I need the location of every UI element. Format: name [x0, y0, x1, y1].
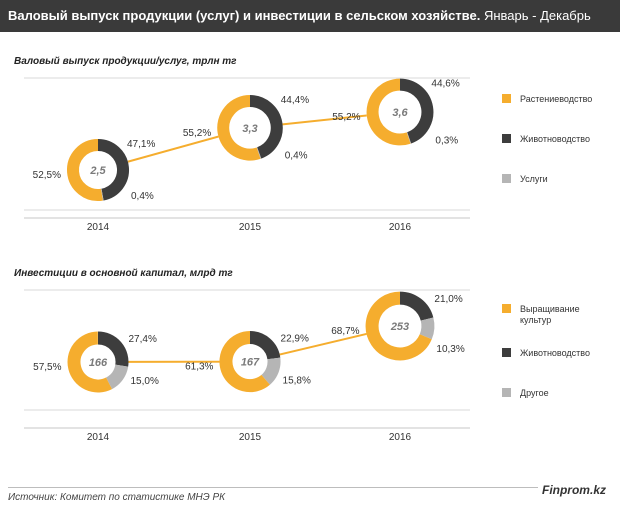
- donut-slice: [365, 291, 432, 361]
- data-label: 0,4%: [285, 151, 308, 162]
- legend-label: Растениеводство: [520, 94, 592, 104]
- page-title-main: Валовый выпуск продукции (услуг) и инвес…: [8, 8, 481, 23]
- data-label: 0,3%: [435, 135, 458, 146]
- donut-slice: [419, 317, 435, 340]
- legend-swatch: [502, 174, 511, 183]
- donut-slice: [399, 78, 434, 144]
- data-label: 44,4%: [281, 95, 309, 106]
- donut-slice: [261, 357, 281, 385]
- donut-slice: [366, 78, 411, 146]
- chart-title: Инвестиции в основной капитал, млрд тг: [14, 268, 233, 279]
- data-label: 55,2%: [183, 128, 211, 139]
- data-label: 22,9%: [281, 334, 309, 345]
- legend-swatch: [502, 94, 511, 103]
- source-note: Источник: Комитет по статистике МНЭ РК: [8, 492, 226, 503]
- data-label: 0,4%: [131, 191, 154, 202]
- donut-total-label: 167: [241, 357, 260, 369]
- donut-slice: [217, 95, 261, 161]
- data-label: 61,3%: [185, 362, 213, 373]
- page-title: Валовый выпуск продукции (услуг) и инвес…: [8, 8, 591, 23]
- donut-slice: [67, 331, 113, 393]
- legend-label: культур: [520, 315, 551, 325]
- data-label: 15,0%: [131, 376, 159, 387]
- legend-label: Другое: [520, 388, 549, 398]
- donut-slice: [399, 291, 434, 322]
- data-label: 68,7%: [331, 326, 359, 337]
- data-label: 55,2%: [332, 112, 360, 123]
- brand-logo: Finprom.kz: [541, 483, 606, 497]
- legend-swatch: [502, 134, 511, 143]
- x-tick-label: 2016: [389, 432, 412, 443]
- data-label: 57,5%: [33, 362, 61, 373]
- data-label: 52,5%: [33, 170, 61, 181]
- legend-swatch: [502, 388, 511, 397]
- legend-label: Выращивание: [520, 304, 580, 314]
- x-tick-label: 2016: [389, 222, 412, 233]
- data-label: 44,6%: [431, 79, 459, 90]
- legend-label: Животноводство: [520, 348, 590, 358]
- data-label: 27,4%: [129, 334, 157, 345]
- donut-slice: [249, 95, 283, 159]
- header-bar: Валовый выпуск продукции (услуг) и инвес…: [0, 0, 620, 32]
- donut-slice: [97, 139, 129, 201]
- x-tick-label: 2014: [87, 432, 110, 443]
- legend-label: Животноводство: [520, 134, 590, 144]
- legend-label: Услуги: [520, 174, 548, 184]
- donut-slice: [105, 364, 129, 390]
- legend-swatch: [502, 304, 511, 313]
- donut-slice: [97, 331, 129, 367]
- x-tick-label: 2015: [239, 222, 262, 233]
- donut-total-label: 2,5: [89, 165, 106, 177]
- donut-slice: [249, 331, 281, 360]
- donut-slice: [219, 331, 270, 393]
- page-title-period: Январь - Декабрь: [480, 8, 591, 23]
- donut-total-label: 3,6: [392, 107, 408, 119]
- data-label: 10,3%: [436, 344, 464, 355]
- footer-divider: [8, 487, 538, 488]
- x-tick-label: 2014: [87, 222, 110, 233]
- data-label: 47,1%: [127, 139, 155, 150]
- donut-total-label: 166: [89, 357, 108, 369]
- legend-swatch: [502, 348, 511, 357]
- donut-total-label: 253: [390, 321, 409, 333]
- x-tick-label: 2015: [239, 432, 262, 443]
- donut-slice: [67, 139, 103, 201]
- data-label: 15,8%: [283, 376, 311, 387]
- donut-total-label: 3,3: [242, 123, 257, 135]
- chart-title: Валовый выпуск продукции/услуг, трлн тг: [14, 56, 237, 67]
- data-label: 21,0%: [434, 294, 462, 305]
